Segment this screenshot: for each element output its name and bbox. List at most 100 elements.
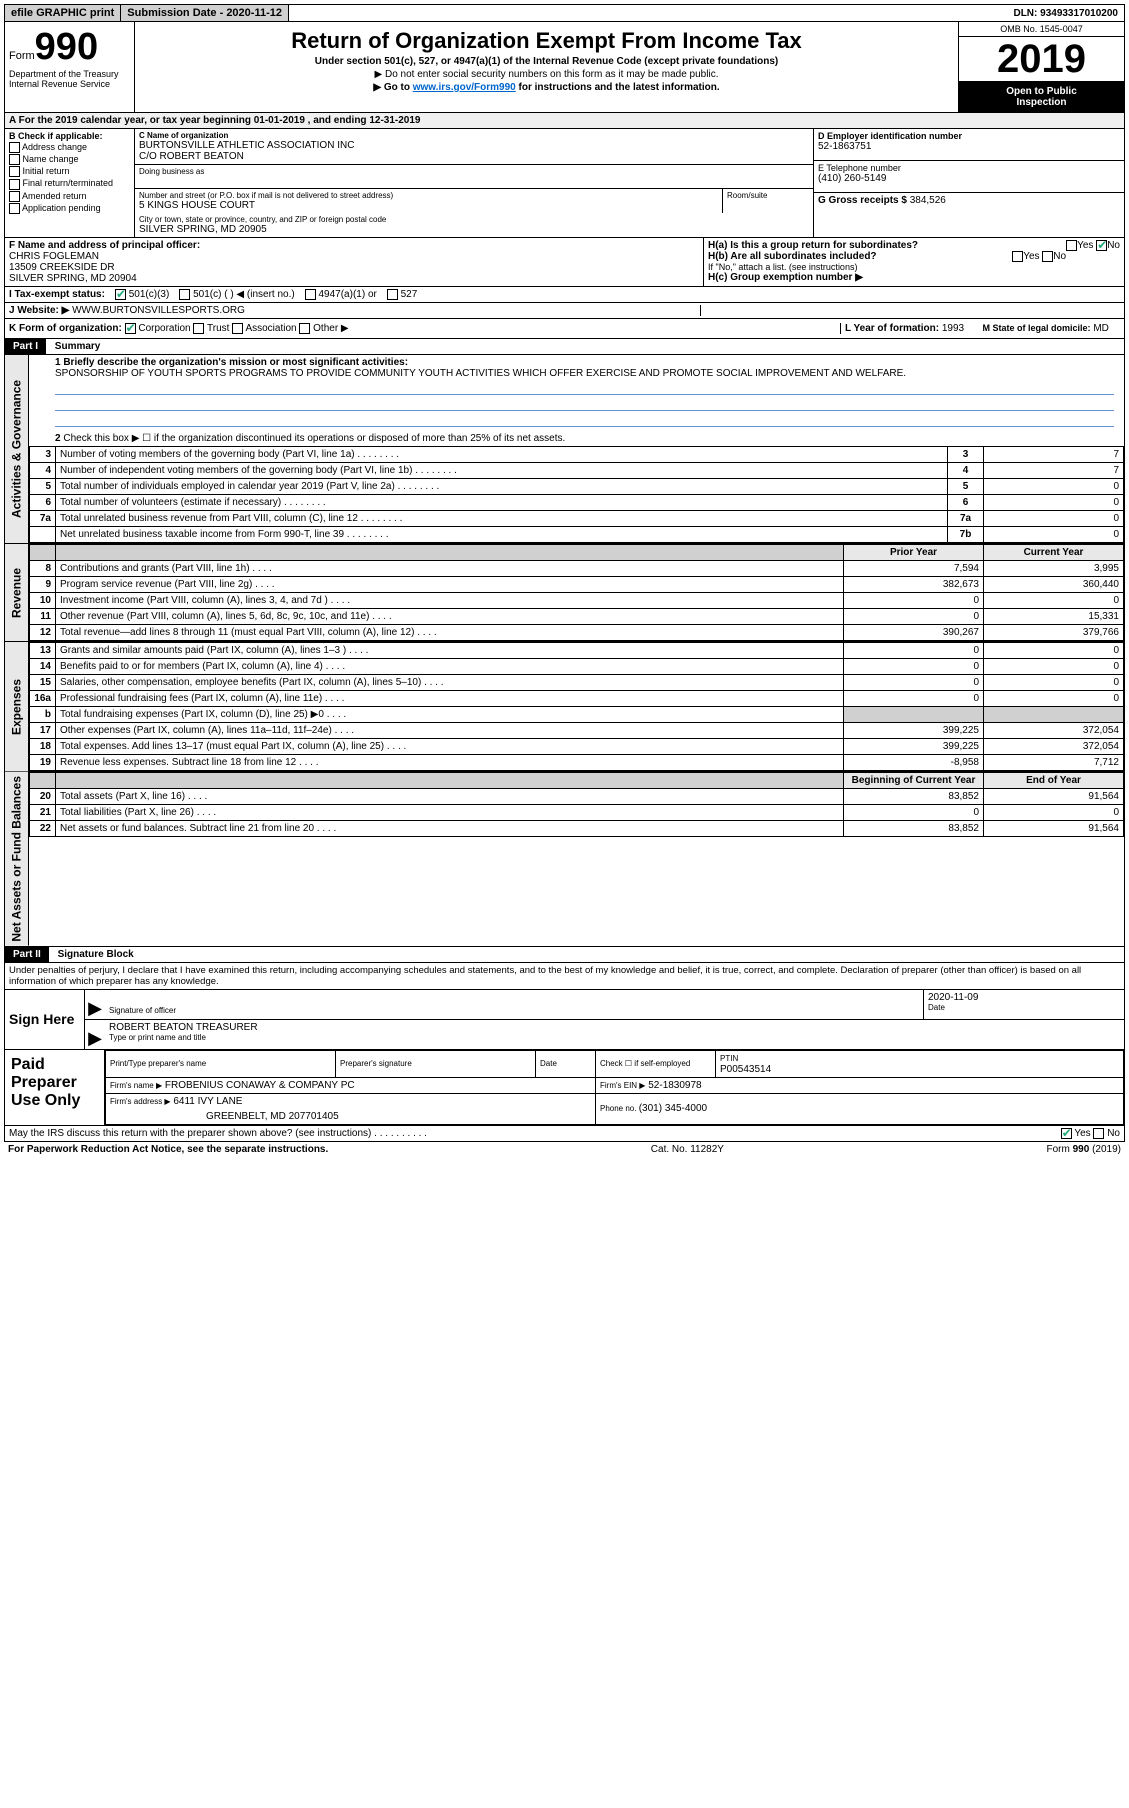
line2-text: Check this box ▶ ☐ if the organization d… bbox=[63, 433, 565, 444]
irs-label: Internal Revenue Service bbox=[9, 79, 130, 89]
dln: DLN: 93493317010200 bbox=[1007, 5, 1124, 21]
ha-yes: Yes bbox=[1077, 240, 1093, 251]
row-prior: 0 bbox=[844, 593, 984, 609]
rev-table: Prior Year Current Year8 Contributions a… bbox=[29, 544, 1124, 641]
cat-no: Cat. No. 11282Y bbox=[651, 1144, 724, 1155]
chk-application[interactable] bbox=[9, 203, 20, 214]
row-current: 360,440 bbox=[984, 577, 1124, 593]
form990-link[interactable]: www.irs.gov/Form990 bbox=[413, 82, 516, 93]
room-label: Room/suite bbox=[727, 191, 809, 200]
row-num: 10 bbox=[30, 593, 56, 609]
form-title: Return of Organization Exempt From Incom… bbox=[139, 28, 954, 54]
chk-501c[interactable] bbox=[179, 289, 190, 300]
k-assoc: Association bbox=[245, 323, 296, 334]
chk-trust[interactable] bbox=[193, 323, 204, 334]
mayirs-no: No bbox=[1107, 1128, 1120, 1139]
chk-address-change[interactable] bbox=[9, 142, 20, 153]
firm-ein: 52-1830978 bbox=[648, 1080, 701, 1091]
street-addr: 5 KINGS HOUSE COURT bbox=[139, 200, 718, 211]
footer-form-post: (2019) bbox=[1089, 1144, 1121, 1155]
chk-ha-yes[interactable] bbox=[1066, 240, 1077, 251]
prep-date-label: Date bbox=[540, 1059, 557, 1068]
paid-preparer-label: Paid Preparer Use Only bbox=[5, 1050, 105, 1125]
firm-name-label: Firm's name ▶ bbox=[110, 1081, 162, 1090]
chk-ha-no[interactable] bbox=[1096, 240, 1107, 251]
col-prior: Beginning of Current Year bbox=[844, 773, 984, 789]
row-num: 22 bbox=[30, 821, 56, 837]
part2-header: Part II Signature Block bbox=[4, 947, 1125, 963]
submission-date: Submission Date - 2020-11-12 bbox=[121, 5, 289, 21]
tax-year: 2019 bbox=[959, 37, 1124, 82]
chk-other[interactable] bbox=[299, 323, 310, 334]
section-activities-governance: Activities & Governance 1 Briefly descri… bbox=[4, 355, 1125, 544]
row-prior: 0 bbox=[844, 675, 984, 691]
ag-row-val: 0 bbox=[984, 511, 1124, 527]
chk-501c3[interactable] bbox=[115, 289, 126, 300]
row-num: 20 bbox=[30, 789, 56, 805]
row-current: 91,564 bbox=[984, 789, 1124, 805]
row-num: 11 bbox=[30, 609, 56, 625]
section-netassets: Net Assets or Fund Balances Beginning of… bbox=[4, 772, 1125, 947]
goto-note: Go to www.irs.gov/Form990 for instructio… bbox=[139, 82, 954, 93]
e-phone-label: E Telephone number bbox=[818, 163, 1120, 173]
ag-row-val: 0 bbox=[984, 479, 1124, 495]
chk-corp[interactable] bbox=[125, 323, 136, 334]
row-current: 91,564 bbox=[984, 821, 1124, 837]
chk-527[interactable] bbox=[387, 289, 398, 300]
penalty-declaration: Under penalties of perjury, I declare th… bbox=[4, 963, 1125, 990]
row-num: 8 bbox=[30, 561, 56, 577]
row-num: 21 bbox=[30, 805, 56, 821]
tab-revenue: Revenue bbox=[5, 544, 29, 641]
line-K: K Form of organization: Corporation Trus… bbox=[4, 319, 1125, 339]
i-a1: 4947(a)(1) or bbox=[318, 289, 376, 300]
ptin-label: PTIN bbox=[720, 1054, 738, 1063]
part1-badge: Part I bbox=[5, 339, 46, 354]
firm-ein-label: Firm's EIN ▶ bbox=[600, 1081, 645, 1090]
chk-hb-yes[interactable] bbox=[1012, 251, 1023, 262]
omb-number: OMB No. 1545-0047 bbox=[959, 22, 1124, 37]
lbl-final: Final return/terminated bbox=[23, 178, 114, 188]
row-current: 0 bbox=[984, 675, 1124, 691]
ag-row-label: Total number of individuals employed in … bbox=[56, 479, 948, 495]
phone-val: (410) 260-5149 bbox=[818, 173, 1120, 184]
chk-hb-no[interactable] bbox=[1042, 251, 1053, 262]
sign-here-label: Sign Here bbox=[5, 990, 85, 1049]
chk-final[interactable] bbox=[9, 179, 20, 190]
row-label: Other revenue (Part VIII, column (A), li… bbox=[56, 609, 844, 625]
row-num: 12 bbox=[30, 625, 56, 641]
section-revenue: Revenue Prior Year Current Year8 Contrib… bbox=[4, 544, 1125, 642]
hdr-blank bbox=[30, 773, 56, 789]
i-c3: 501(c)(3) bbox=[129, 289, 170, 300]
name-title-label: Type or print name and title bbox=[109, 1033, 1120, 1042]
row-num: 16a bbox=[30, 691, 56, 707]
firm-phone-label: Phone no. bbox=[600, 1104, 639, 1113]
ag-row-label: Number of voting members of the governin… bbox=[56, 447, 948, 463]
ag-row-val: 7 bbox=[984, 463, 1124, 479]
ha-no: No bbox=[1107, 240, 1120, 251]
efile-print-button[interactable]: efile GRAPHIC print bbox=[5, 5, 121, 21]
chk-mayirs-yes[interactable] bbox=[1061, 1128, 1072, 1139]
gross-val: 384,526 bbox=[910, 195, 946, 206]
chk-assoc[interactable] bbox=[232, 323, 243, 334]
mayirs-yes: Yes bbox=[1074, 1128, 1090, 1139]
row-prior: 0 bbox=[844, 643, 984, 659]
officer-addr2: SILVER SPRING, MD 20904 bbox=[9, 273, 699, 284]
ag-row-num: 7a bbox=[30, 511, 56, 527]
i-527: 527 bbox=[401, 289, 418, 300]
row-label: Contributions and grants (Part VIII, lin… bbox=[56, 561, 844, 577]
ag-row-box: 3 bbox=[948, 447, 984, 463]
row-prior: 83,852 bbox=[844, 789, 984, 805]
colB-label: B Check if applicable: bbox=[9, 131, 130, 141]
row-label: Total expenses. Add lines 13–17 (must eq… bbox=[56, 739, 844, 755]
chk-4947[interactable] bbox=[305, 289, 316, 300]
chk-initial[interactable] bbox=[9, 166, 20, 177]
blueline1 bbox=[55, 381, 1114, 395]
ag-row-box: 5 bbox=[948, 479, 984, 495]
chk-amended[interactable] bbox=[9, 191, 20, 202]
form-subtitle: Under section 501(c), 527, or 4947(a)(1)… bbox=[139, 56, 954, 67]
row-current: 0 bbox=[984, 593, 1124, 609]
block-BCE: B Check if applicable: Address change Na… bbox=[4, 129, 1125, 238]
chk-mayirs-no[interactable] bbox=[1093, 1128, 1104, 1139]
chk-name-change[interactable] bbox=[9, 154, 20, 165]
sig-arrow-1: ▶ bbox=[85, 990, 105, 1019]
